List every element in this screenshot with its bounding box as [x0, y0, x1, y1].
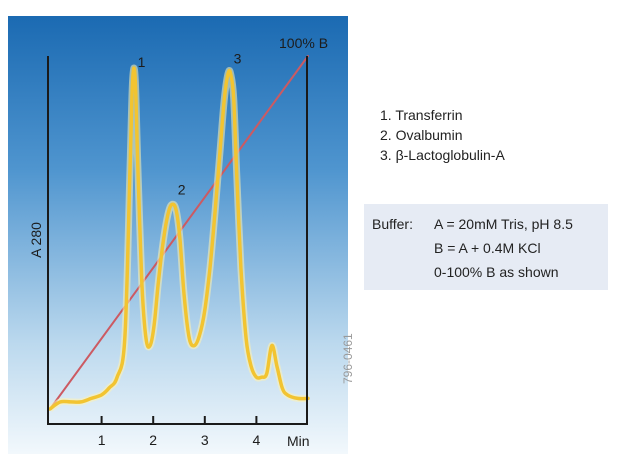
x-tick-label: 4 — [253, 432, 261, 448]
buffer-a-text: A = 20mM Tris, pH 8.5 — [434, 216, 573, 232]
buffer-b-text: B = A + 0.4M KCl — [434, 240, 541, 256]
peak-label-3: 3 — [234, 51, 242, 67]
buffer-row-gradient: 0-100% B as shown — [372, 260, 600, 284]
legend-item-ovalbumin: 2. Ovalbumin — [380, 127, 463, 143]
x-tick-label: 2 — [149, 432, 157, 448]
y-axis-label: A 280 — [28, 222, 44, 258]
legend-item-lactoglobulin: 3. β-Lactoglobulin-A — [380, 147, 505, 163]
x-tick-label: 3 — [201, 432, 209, 448]
figure-code: 796-0461 — [341, 333, 355, 384]
legend-item-transferrin: 1. Transferrin — [380, 107, 463, 123]
buffer-info-box: Buffer: A = 20mM Tris, pH 8.5 B = A + 0.4… — [364, 204, 608, 290]
peak-legend: 1. Transferrin 2. Ovalbumin 3. β-Lactogl… — [380, 105, 505, 165]
gradient-end-label: 100% B — [279, 35, 328, 51]
absorbance-trace — [48, 66, 310, 411]
buffer-row-b: B = A + 0.4M KCl — [372, 236, 600, 260]
x-tick-label: 1 — [98, 432, 106, 448]
peak-label-1: 1 — [138, 54, 146, 70]
buffer-row-a: Buffer: A = 20mM Tris, pH 8.5 — [372, 212, 600, 236]
peak-label-2: 2 — [178, 181, 186, 197]
buffer-prefix: Buffer: — [372, 216, 413, 232]
buffer-gradient-text: 0-100% B as shown — [434, 264, 559, 280]
x-axis-label: Min — [287, 433, 310, 449]
